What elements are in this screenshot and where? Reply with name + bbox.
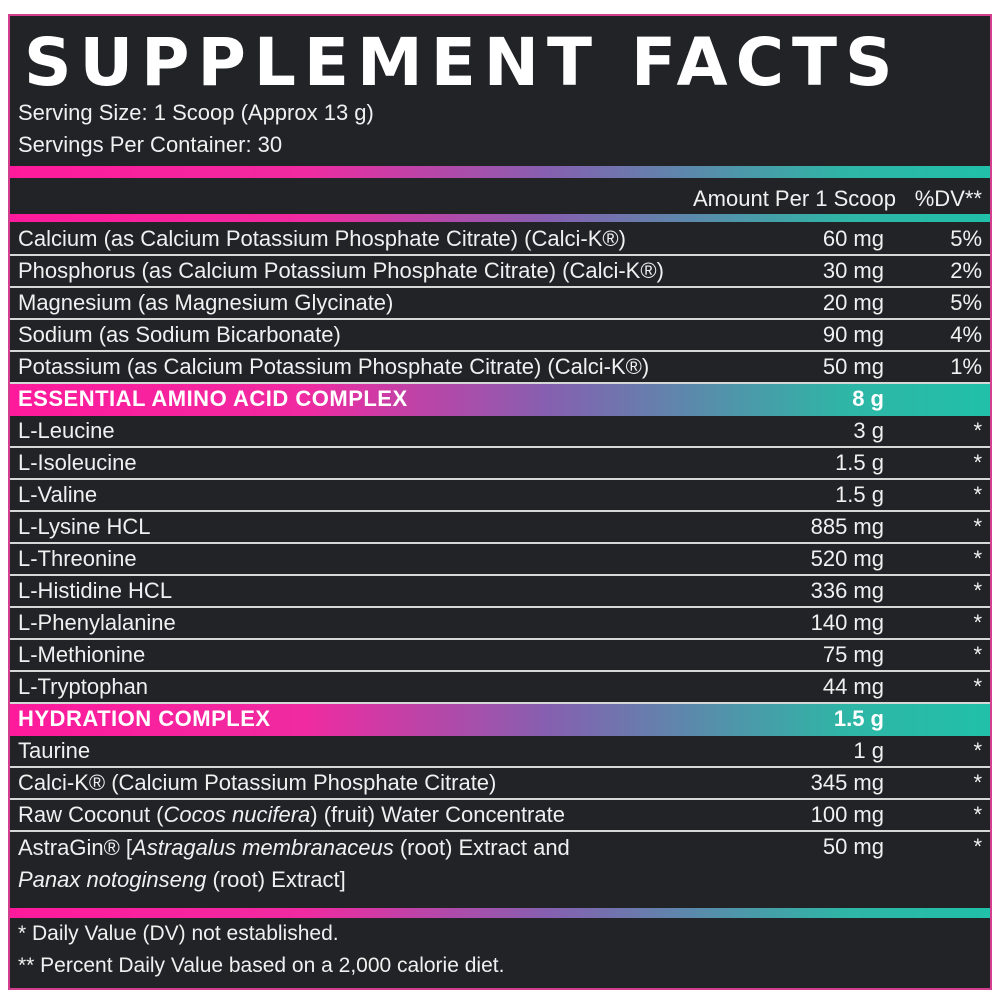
table-row: Potassium (as Calcium Potassium Phosphat… xyxy=(10,352,990,384)
serving-size: Serving Size: 1 Scoop (Approx 13 g) xyxy=(18,100,374,125)
section-name: HYDRATION COMPLEX xyxy=(18,706,271,731)
dv-value: 5% xyxy=(950,226,982,251)
dv-value: * xyxy=(973,642,982,667)
footnote-dv: * Daily Value (DV) not established. xyxy=(18,922,339,945)
table-row: L-Methionine 75 mg * xyxy=(10,640,990,672)
dv-value: * xyxy=(973,674,982,699)
ingredient-name: Phosphorus (as Calcium Potassium Phospha… xyxy=(18,258,664,283)
amount-value: 1 g xyxy=(853,738,884,763)
table-row: AstraGin® [Astragalus membranaceus (root… xyxy=(10,832,990,898)
amount-value: 60 mg xyxy=(822,226,884,251)
table-row: Calcium (as Calcium Potassium Phosphate … xyxy=(10,224,990,256)
table-row: L-Histidine HCL 336 mg * xyxy=(10,576,990,608)
table-row: L-Tryptophan 44 mg * xyxy=(10,672,990,704)
supplement-facts-panel: SUPPLEMENT FACTS Serving Size: 1 Scoop (… xyxy=(8,14,992,990)
ingredient-name: L-Histidine HCL xyxy=(18,578,173,603)
dv-value: * xyxy=(973,738,982,763)
divider-bar xyxy=(10,214,990,222)
amount-value: 140 mg xyxy=(810,610,884,635)
ingredient-name: L-Tryptophan xyxy=(18,674,149,699)
ingredient-name: L-Leucine xyxy=(18,418,115,443)
table-row: Sodium (as Sodium Bicarbonate) 90 mg 4% xyxy=(10,320,990,352)
ingredient-name: L-Isoleucine xyxy=(18,450,137,475)
ingredient-name: L-Methionine xyxy=(18,642,146,667)
dv-header: %DV** xyxy=(914,186,982,211)
dv-value: * xyxy=(973,546,982,571)
amount-value: 8 g xyxy=(852,386,884,411)
table-row: Magnesium (as Magnesium Glycinate) 20 mg 5… xyxy=(10,288,990,320)
dv-value: * xyxy=(973,450,982,475)
servings-per-container: Servings Per Container: 30 xyxy=(18,132,283,157)
amount-value: 336 mg xyxy=(810,578,884,603)
dv-value: 1% xyxy=(950,354,982,379)
divider-bar xyxy=(10,908,990,918)
dv-value: 4% xyxy=(950,322,982,347)
footnote-percent: ** Percent Daily Value based on a 2,000 … xyxy=(18,954,505,977)
dv-value: * xyxy=(973,834,982,859)
amount-value: 345 mg xyxy=(810,770,884,795)
amount-value: 30 mg xyxy=(822,258,884,283)
amount-value: 520 mg xyxy=(810,546,884,571)
table-row: Taurine 1 g * xyxy=(10,736,990,768)
divider-bar xyxy=(10,166,990,178)
ingredient-name: Magnesium (as Magnesium Glycinate) xyxy=(18,290,394,315)
table-row: L-Threonine 520 mg * xyxy=(10,544,990,576)
table-row: L-Isoleucine 1.5 g * xyxy=(10,448,990,480)
table-row: L-Lysine HCL 885 mg * xyxy=(10,512,990,544)
amount-value: 50 mg xyxy=(822,834,884,859)
ingredient-name: Potassium (as Calcium Potassium Phosphat… xyxy=(18,354,650,379)
dv-value: * xyxy=(973,418,982,443)
dv-value: 5% xyxy=(950,290,982,315)
amount-value: 44 mg xyxy=(822,674,884,699)
ingredient-name: L-Phenylalanine xyxy=(18,610,176,635)
ingredient-name: Taurine xyxy=(18,738,91,763)
dv-value: * xyxy=(973,610,982,635)
amount-value: 50 mg xyxy=(822,354,884,379)
dv-value: * xyxy=(973,770,982,795)
table-row: Phosphorus (as Calcium Potassium Phospha… xyxy=(10,256,990,288)
amount-value: 885 mg xyxy=(810,514,884,539)
section-row: HYDRATION COMPLEX 1.5 g xyxy=(10,704,990,736)
dv-value: * xyxy=(973,578,982,603)
table-row: Calci-K® (Calcium Potassium Phosphate Ci… xyxy=(10,768,990,800)
amount-value: 1.5 g xyxy=(833,706,884,731)
ingredient-name: L-Lysine HCL xyxy=(18,514,151,539)
amount-header: Amount Per 1 Scoop xyxy=(692,186,896,211)
dv-value: 2% xyxy=(950,258,982,283)
ingredient-name: AstraGin® [Astragalus membranaceus (root… xyxy=(18,835,570,892)
dv-value: * xyxy=(973,802,982,827)
table-row: L-Phenylalanine 140 mg * xyxy=(10,608,990,640)
amount-value: 90 mg xyxy=(822,322,884,347)
ingredient-name: Sodium (as Sodium Bicarbonate) xyxy=(18,322,341,347)
amount-value: 20 mg xyxy=(822,290,884,315)
facts-table: Calcium (as Calcium Potassium Phosphate … xyxy=(10,224,990,898)
page-title: SUPPLEMENT FACTS xyxy=(24,24,901,101)
ingredient-name: L-Threonine xyxy=(18,546,137,571)
amount-value: 100 mg xyxy=(810,802,884,827)
dv-value: * xyxy=(973,514,982,539)
ingredient-name: L-Valine xyxy=(18,482,98,507)
section-name: ESSENTIAL AMINO ACID COMPLEX xyxy=(18,386,408,411)
amount-value: 75 mg xyxy=(822,642,884,667)
ingredient-name: Raw Coconut (Cocos nucifera) (fruit) Wat… xyxy=(18,802,565,827)
amount-value: 1.5 g xyxy=(835,482,884,507)
amount-value: 3 g xyxy=(853,418,884,443)
ingredient-name: Calci-K® (Calcium Potassium Phosphate Ci… xyxy=(18,770,497,795)
section-row: ESSENTIAL AMINO ACID COMPLEX 8 g xyxy=(10,384,990,416)
dv-value: * xyxy=(973,482,982,507)
ingredient-name: Calcium (as Calcium Potassium Phosphate … xyxy=(18,226,626,251)
table-row: Raw Coconut (Cocos nucifera) (fruit) Wat… xyxy=(10,800,990,832)
table-row: L-Leucine 3 g * xyxy=(10,416,990,448)
table-row: L-Valine 1.5 g * xyxy=(10,480,990,512)
amount-value: 1.5 g xyxy=(835,450,884,475)
